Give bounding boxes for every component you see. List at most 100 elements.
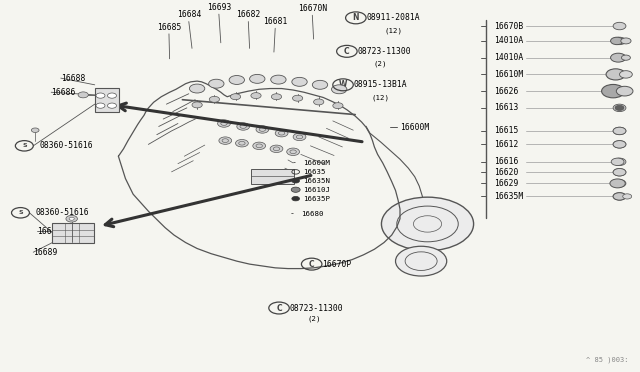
Text: 16680: 16680 — [301, 211, 323, 217]
Circle shape — [396, 246, 447, 276]
Text: W: W — [339, 80, 348, 89]
Text: 08915-13B1A: 08915-13B1A — [353, 80, 407, 89]
Circle shape — [96, 103, 105, 108]
Circle shape — [613, 37, 626, 45]
Circle shape — [230, 94, 241, 100]
Circle shape — [613, 127, 626, 135]
FancyBboxPatch shape — [52, 223, 94, 243]
Text: 16600M: 16600M — [303, 160, 330, 166]
Circle shape — [613, 127, 626, 135]
Circle shape — [621, 55, 630, 60]
FancyBboxPatch shape — [95, 88, 119, 112]
Circle shape — [381, 197, 474, 251]
Text: N: N — [353, 13, 359, 22]
Circle shape — [218, 120, 230, 127]
Text: 16693: 16693 — [207, 3, 231, 12]
Circle shape — [616, 86, 633, 96]
Text: 08911-2081A: 08911-2081A — [366, 13, 420, 22]
Circle shape — [611, 37, 623, 45]
Circle shape — [69, 217, 74, 220]
Circle shape — [209, 96, 220, 102]
Circle shape — [613, 54, 626, 61]
Circle shape — [78, 92, 88, 98]
Text: (12): (12) — [371, 94, 389, 101]
Text: 16613: 16613 — [494, 103, 518, 112]
Circle shape — [613, 22, 626, 30]
Text: 16688: 16688 — [61, 74, 85, 83]
Text: 16626: 16626 — [494, 87, 518, 96]
Circle shape — [291, 187, 300, 192]
Circle shape — [192, 102, 202, 108]
Circle shape — [250, 74, 265, 83]
Text: (12): (12) — [384, 27, 402, 34]
Circle shape — [237, 123, 250, 130]
Circle shape — [292, 196, 300, 201]
Circle shape — [256, 126, 269, 133]
Circle shape — [610, 179, 625, 188]
Text: 16635N: 16635N — [303, 178, 330, 184]
Text: 16610J: 16610J — [303, 187, 330, 193]
Text: 16616: 16616 — [494, 157, 518, 166]
Text: C: C — [276, 304, 282, 312]
Circle shape — [108, 93, 116, 98]
Circle shape — [292, 95, 303, 101]
Text: ^ 85 )003:: ^ 85 )003: — [586, 356, 628, 363]
Text: 16685: 16685 — [157, 23, 181, 32]
Text: 16620: 16620 — [494, 168, 518, 177]
Circle shape — [312, 80, 328, 89]
Circle shape — [613, 169, 626, 176]
Text: 16610M: 16610M — [494, 70, 524, 79]
Circle shape — [606, 69, 625, 80]
Text: 16681: 16681 — [263, 17, 287, 26]
Circle shape — [613, 180, 626, 187]
Circle shape — [613, 141, 626, 148]
Text: C: C — [344, 47, 349, 56]
Circle shape — [209, 79, 224, 88]
Circle shape — [229, 76, 244, 84]
Text: (2): (2) — [307, 316, 321, 323]
Circle shape — [293, 133, 306, 141]
Circle shape — [620, 71, 632, 78]
Text: 16635: 16635 — [303, 169, 326, 175]
Text: 14010A: 14010A — [494, 36, 524, 45]
Circle shape — [287, 148, 300, 155]
Text: 08360-51616: 08360-51616 — [36, 208, 90, 217]
Text: 14010A: 14010A — [494, 53, 524, 62]
Text: 08723-11300: 08723-11300 — [289, 304, 343, 312]
Circle shape — [613, 193, 626, 200]
Circle shape — [66, 215, 77, 222]
Circle shape — [333, 103, 343, 109]
Circle shape — [611, 53, 626, 62]
Circle shape — [613, 104, 626, 112]
Circle shape — [31, 128, 39, 132]
Text: 16686: 16686 — [51, 88, 76, 97]
Circle shape — [236, 140, 248, 147]
Circle shape — [613, 193, 626, 200]
Circle shape — [602, 84, 625, 98]
Text: (2): (2) — [374, 61, 387, 67]
Circle shape — [96, 93, 105, 98]
Circle shape — [271, 75, 286, 84]
Circle shape — [611, 158, 624, 166]
Circle shape — [613, 141, 626, 148]
Text: S: S — [22, 143, 27, 148]
Circle shape — [292, 77, 307, 86]
Circle shape — [314, 99, 324, 105]
Text: 16635M: 16635M — [494, 192, 524, 201]
Text: -: - — [293, 158, 296, 167]
Text: 16682: 16682 — [236, 10, 260, 19]
Text: C: C — [309, 260, 314, 269]
Text: 08360-51616: 08360-51616 — [40, 141, 93, 150]
Circle shape — [613, 71, 626, 78]
Text: 16689: 16689 — [33, 248, 58, 257]
Text: -: - — [291, 209, 293, 218]
Circle shape — [615, 105, 624, 110]
Circle shape — [189, 84, 205, 93]
Circle shape — [271, 94, 282, 100]
Circle shape — [621, 38, 631, 44]
Text: 16629: 16629 — [494, 179, 518, 188]
Circle shape — [613, 158, 626, 166]
Circle shape — [613, 169, 626, 176]
Circle shape — [270, 145, 283, 153]
Circle shape — [219, 137, 232, 144]
